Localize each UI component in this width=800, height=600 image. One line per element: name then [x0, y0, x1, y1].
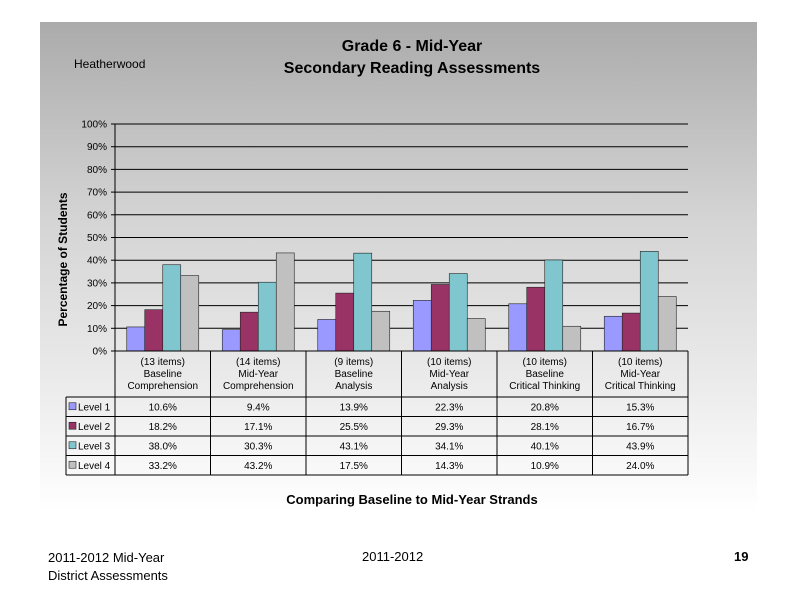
table-value: 34.1%	[435, 441, 463, 452]
y-tick-label: 30%	[87, 278, 107, 289]
table-value: 40.1%	[531, 441, 559, 452]
school-label: Heatherwood	[74, 57, 146, 71]
bar	[430, 284, 450, 352]
category-label: Baseline	[144, 369, 183, 380]
bar	[353, 252, 373, 352]
bar	[162, 264, 182, 352]
bar	[126, 326, 146, 352]
bar	[639, 251, 659, 352]
table-value: 15.3%	[626, 402, 654, 413]
y-tick-label: 80%	[87, 165, 107, 176]
category-label: (14 items)	[236, 357, 280, 368]
y-tick-label: 20%	[87, 301, 107, 312]
y-tick-label: 100%	[81, 120, 107, 131]
bar	[508, 303, 528, 352]
category-label: (10 items)	[427, 357, 471, 368]
footer-center: 2011-2012	[362, 549, 424, 564]
category-label: Baseline	[335, 369, 374, 380]
category-label: (9 items)	[334, 357, 373, 368]
chart-panel	[40, 22, 757, 512]
bar	[448, 273, 468, 352]
bar	[221, 329, 241, 352]
bar	[657, 296, 677, 352]
chart-title: Grade 6 - Mid-Year	[341, 38, 483, 55]
table-value: 30.3%	[244, 441, 272, 452]
table-value: 17.1%	[244, 422, 272, 433]
y-tick-label: 60%	[87, 210, 107, 221]
category-label: (10 items)	[523, 357, 567, 368]
bar	[371, 310, 391, 352]
bar	[335, 292, 355, 352]
bar	[144, 309, 164, 352]
table-value: 17.5%	[340, 461, 368, 472]
table-value: 20.8%	[531, 402, 559, 413]
category-label: Mid-Year	[429, 369, 469, 380]
table-value: 33.2%	[149, 461, 177, 472]
table-value: 18.2%	[149, 422, 177, 433]
footer-left-line1: 2011-2012 Mid-Year	[48, 550, 165, 565]
table-value: 10.6%	[149, 402, 177, 413]
table-value: 43.9%	[626, 441, 654, 452]
y-tick-label: 10%	[87, 324, 107, 335]
bar	[239, 311, 259, 352]
bar	[544, 259, 564, 352]
table-value: 38.0%	[149, 441, 177, 452]
table-value: 43.2%	[244, 461, 272, 472]
table-value: 22.3%	[435, 402, 463, 413]
x-axis-label: Comparing Baseline to Mid-Year Strands	[286, 492, 538, 507]
bar	[562, 325, 582, 352]
bar	[603, 315, 623, 352]
bar	[257, 281, 277, 352]
legend-label: Level 4	[78, 461, 111, 472]
table-value: 14.3%	[435, 461, 463, 472]
category-label: (13 items)	[141, 357, 185, 368]
y-tick-label: 40%	[87, 256, 107, 267]
legend-label: Level 1	[78, 402, 111, 413]
chart-subtitle: Secondary Reading Assessments	[283, 60, 541, 77]
category-label: Mid-Year	[238, 369, 278, 380]
table-value: 25.5%	[340, 422, 368, 433]
category-label: Analysis	[431, 381, 468, 392]
legend-label: Level 2	[78, 422, 111, 433]
table-value: 24.0%	[626, 461, 654, 472]
table-value: 28.1%	[531, 422, 559, 433]
category-label: Comprehension	[127, 381, 198, 392]
category-label: Critical Thinking	[509, 381, 580, 392]
bar	[275, 252, 295, 352]
table-value: 29.3%	[435, 422, 463, 433]
bar	[466, 318, 486, 352]
category-label: Mid-Year	[620, 369, 660, 380]
legend-label: Level 3	[78, 441, 111, 452]
category-label: Critical Thinking	[605, 381, 676, 392]
category-label: Analysis	[335, 381, 372, 392]
legend-key	[68, 421, 77, 430]
category-label: Baseline	[526, 369, 565, 380]
table-value: 43.1%	[340, 441, 368, 452]
footer-left: 2011-2012 Mid-Year District Assessments	[48, 549, 168, 585]
legend-key	[68, 402, 77, 411]
y-tick-label: 70%	[87, 188, 107, 199]
legend-key	[68, 460, 77, 469]
y-tick-label: 0%	[93, 347, 108, 358]
category-label: (10 items)	[618, 357, 662, 368]
bar	[317, 319, 337, 352]
table-value: 9.4%	[247, 402, 270, 413]
bar	[621, 312, 641, 352]
bar	[412, 300, 432, 352]
legend-key	[68, 441, 77, 450]
bar	[180, 275, 200, 352]
y-tick-label: 90%	[87, 142, 107, 153]
y-axis-title: Percentage of Students	[56, 192, 70, 326]
bar	[526, 286, 546, 352]
category-label: Comprehension	[223, 381, 294, 392]
y-tick-label: 50%	[87, 233, 107, 244]
table-value: 10.9%	[531, 461, 559, 472]
footer-left-line2: District Assessments	[48, 568, 168, 583]
table-value: 16.7%	[626, 422, 654, 433]
table-value: 13.9%	[340, 402, 368, 413]
page-number: 19	[734, 549, 749, 564]
